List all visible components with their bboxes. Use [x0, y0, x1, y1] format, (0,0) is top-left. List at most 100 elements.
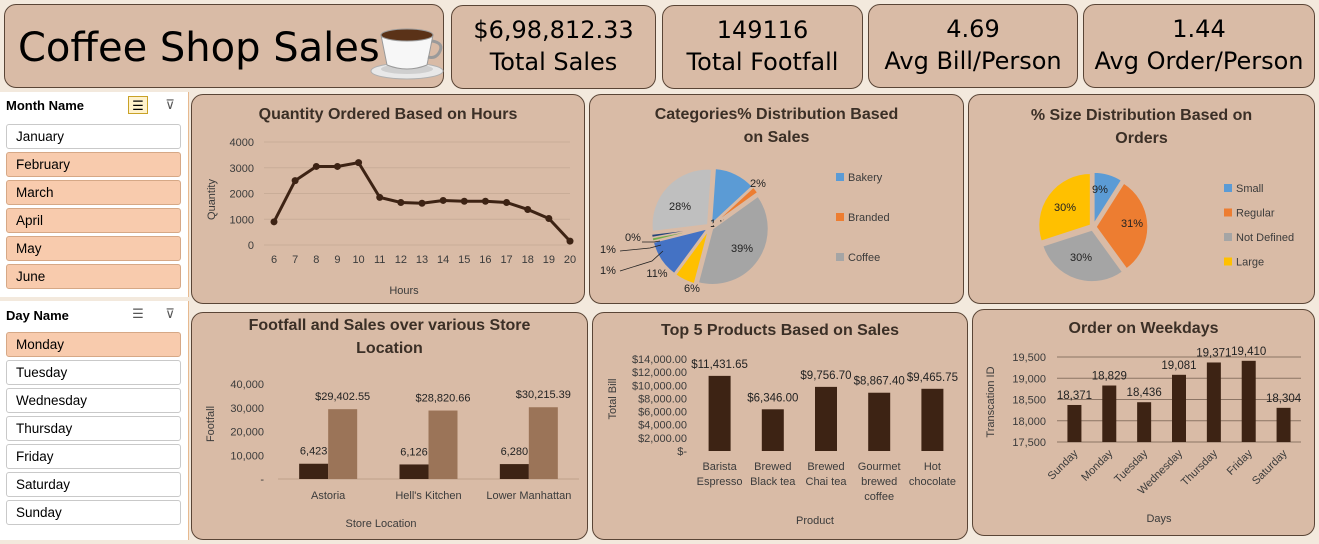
y-tick-label: $6,000.00	[638, 407, 687, 419]
x-tick-label: Hell's Kitchen	[395, 490, 461, 502]
x-tick-label: 6	[271, 254, 277, 266]
x-tick-label: 18	[522, 254, 534, 266]
slicer-item-wednesday[interactable]: Wednesday	[6, 388, 181, 413]
chart-card-weekdays: Order on Weekdays 17,500 18,000 18,500 19,0…	[972, 309, 1315, 536]
data-label: 18,829	[1092, 371, 1127, 383]
x-tick-label: 10	[352, 254, 364, 266]
kpi-avg-bill: 4.69 Avg Bill/Person	[868, 4, 1078, 88]
y-tick-label: -	[260, 474, 264, 486]
y-tick-label: 18,000	[1012, 416, 1046, 428]
data-label: $28,820.66	[415, 393, 470, 405]
x-tick-label: 7	[292, 254, 298, 266]
slice-label: 9%	[1092, 184, 1108, 196]
chart-title: Categories% Distribution Based on Sales	[654, 106, 899, 146]
y-tick-label: 30,000	[230, 403, 264, 415]
kpi-value: 4.69	[946, 15, 1000, 43]
slice-label: 28%	[669, 201, 691, 213]
legend-swatch	[1224, 233, 1232, 241]
legend-label: Bakery	[848, 172, 883, 184]
slice-label: 31%	[1121, 218, 1143, 230]
legend-swatch	[836, 213, 844, 221]
data-label: 18,436	[1127, 387, 1162, 399]
x-tick-label: Thursday	[1179, 447, 1220, 488]
legend-label: Large	[1236, 257, 1264, 269]
data-label: 18,304	[1266, 393, 1302, 405]
y-tick-label: $14,000.00	[632, 354, 687, 366]
chart-title: Order on Weekdays	[1068, 320, 1219, 337]
y-tick-label: 19,500	[1012, 352, 1046, 364]
slicer-item-february[interactable]: February	[6, 152, 181, 177]
slicer-item-tuesday[interactable]: Tuesday	[6, 360, 181, 385]
slicer-item-monday[interactable]: Monday	[6, 332, 181, 357]
bar	[921, 388, 944, 451]
leader-line	[619, 250, 664, 272]
y-tick-label: $12,000.00	[632, 367, 687, 379]
pie-slice	[1037, 172, 1092, 243]
kpi-label: Total Sales	[489, 48, 618, 76]
x-axis-title: Hours	[389, 285, 419, 297]
kpi-total-sales: $6,98,812.33 Total Sales	[451, 5, 656, 89]
y-tick-label: 17,500	[1012, 437, 1046, 449]
kpi-label: Avg Bill/Person	[884, 47, 1062, 75]
month-slicer-title: Month Name	[6, 98, 84, 113]
slicer-item-friday[interactable]: Friday	[6, 444, 181, 469]
data-label: 6,126	[400, 446, 428, 458]
legend-swatch	[836, 253, 844, 261]
chart-card-products: Top 5 Products Based on Sales $- $2,000.0…	[592, 312, 968, 540]
data-point	[397, 199, 405, 207]
bar	[499, 464, 529, 479]
slicer-item-may[interactable]: May	[6, 236, 181, 261]
slicer-item-march[interactable]: March	[6, 180, 181, 205]
data-point	[333, 162, 341, 170]
y-tick-label: 18,500	[1012, 395, 1046, 407]
y-tick-label: 1000	[230, 214, 254, 226]
pie-slice	[710, 167, 754, 227]
data-label: $30,215.39	[516, 389, 571, 401]
chart-card-stores: Footfall and Sales over various Store Lo…	[191, 312, 588, 540]
x-tick-label: 20	[564, 254, 576, 266]
y-axis-title: Quantity	[206, 179, 218, 220]
slicer-item-thursday[interactable]: Thursday	[6, 416, 181, 441]
chart-title: Quantity Ordered Based on Hours	[258, 106, 518, 123]
slice-label: 2%	[750, 178, 766, 190]
y-axis-title: Transcation ID	[985, 366, 997, 437]
bar	[1276, 407, 1291, 442]
x-tick-label: 19	[543, 254, 555, 266]
x-tick-label: 11	[374, 254, 385, 266]
slice-label: 0%	[625, 232, 641, 244]
slicer-item-june[interactable]: June	[6, 264, 181, 289]
clear-filter-icon[interactable]: ⊽	[165, 97, 175, 112]
legend-label: Regular	[1236, 208, 1275, 220]
legend-swatch	[1224, 257, 1232, 266]
bar	[868, 392, 891, 451]
sizes-pie-chart: 9% 31% 30% 30% Small Regular Not Defined Large	[1037, 171, 1294, 283]
bar	[328, 409, 358, 479]
data-label: 19,081	[1161, 360, 1196, 372]
data-point	[418, 199, 426, 207]
multi-select-icon[interactable]: ☰	[132, 306, 144, 321]
chart-title: Footfall and Sales over various Store Lo…	[248, 317, 531, 357]
bar	[1241, 360, 1256, 442]
slice-label: 39%	[731, 243, 753, 255]
slicer-item-saturday[interactable]: Saturday	[6, 472, 181, 497]
pie-slice	[674, 229, 710, 285]
data-point	[312, 162, 320, 170]
data-point	[439, 196, 447, 204]
slicer-item-january[interactable]: January	[6, 124, 181, 149]
leader-line	[619, 244, 662, 252]
slicer-item-sunday[interactable]: Sunday	[6, 500, 181, 525]
bar	[1102, 385, 1117, 442]
x-tick-label: 12	[395, 254, 407, 266]
y-tick-label: 3000	[230, 163, 254, 175]
y-tick-label: 2000	[230, 189, 254, 201]
slice-label: 30%	[1054, 202, 1076, 214]
x-axis-title: Store Location	[346, 518, 417, 530]
multi-select-icon[interactable]: ☰	[128, 96, 148, 114]
x-tick-label: 16	[479, 254, 491, 266]
kpi-avg-order: 1.44 Avg Order/Person	[1083, 4, 1315, 88]
slicer-item-april[interactable]: April	[6, 208, 181, 233]
chart-card-sizes: % Size Distribution Based on Orders 9% 31…	[968, 94, 1315, 304]
x-axis-title: Days	[1146, 513, 1172, 525]
chart-title: % Size Distribution Based on Orders	[1030, 107, 1253, 147]
clear-filter-icon[interactable]: ⊽	[165, 306, 175, 321]
